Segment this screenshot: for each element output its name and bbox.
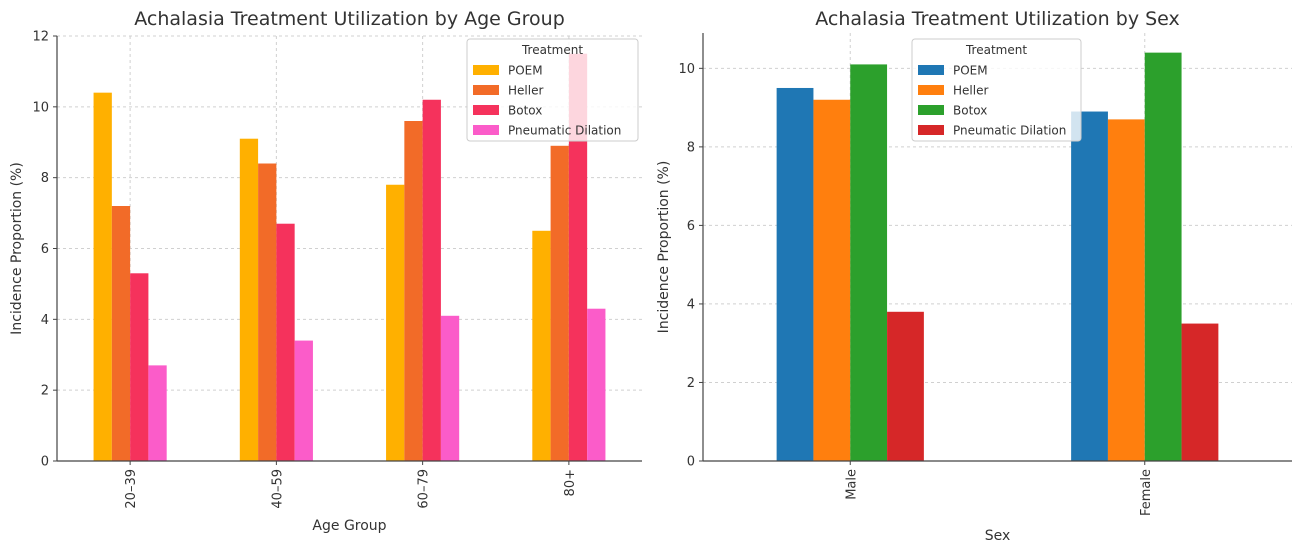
bar-pneumatic-dilation [148,365,167,461]
legend-label: Heller [953,84,988,98]
chart-panel-1: 0 2 4 6 8 10 12 20–39 40–59 60–79 80+ Age Group Inci… [9,8,642,534]
legend-swatch [918,65,944,75]
bar-botox [850,64,888,461]
legend-label: Pneumatic Dilation [508,124,621,138]
y-axis-label: Incidence Proportion (%) [9,162,25,335]
bar-heller [813,99,851,462]
y-tick-label: 2 [687,376,695,391]
legend-swatch [918,105,944,115]
bar-pneumatic-dilation [587,308,606,461]
y-tick-label: 0 [687,455,695,470]
y-tick-label: 4 [41,313,49,328]
legend-swatch [918,85,944,95]
bar-pneumatic-dilation [294,340,313,461]
bar-pneumatic-dilation [1181,323,1219,461]
y-tick-label: 4 [687,297,695,312]
legend-frame [911,38,1082,142]
y-tick-label: 10 [678,62,695,77]
y-tick-label: 8 [41,171,49,186]
legend-swatch [473,65,499,75]
y-axis-label: Incidence Proportion (%) [656,161,672,334]
y-tick-label: 6 [41,242,49,257]
legend-label: Botox [953,104,987,118]
bar-poem [93,92,112,462]
bar-pneumatic-dilation [440,315,460,461]
legend-frame [466,38,639,142]
legend-title: Treatment [521,43,583,57]
bar-botox [276,223,295,461]
y-tick-label: 10 [32,100,49,115]
legend-swatch [473,125,499,135]
legend-swatch [473,105,499,115]
legend-title: Treatment [965,43,1027,57]
bar-botox [130,273,149,461]
x-axis-label: Sex [985,528,1011,544]
x-tick-label: 80+ [563,469,578,496]
bar-poem [239,138,259,462]
bar-poem [532,230,551,461]
bar-poem [386,184,405,461]
legend-label: Heller [508,84,543,98]
chart-title: Achalasia Treatment Utilization by Age G… [134,8,565,30]
legend-label: POEM [953,64,988,78]
x-tick-label: 40–59 [270,469,285,509]
bar-poem [1071,111,1108,462]
x-tick-label: Female [1139,469,1154,516]
y-tick-label: 8 [687,140,695,155]
bar-botox [568,53,588,461]
legend-swatch [473,85,499,95]
x-tick-label: 60–79 [417,469,432,509]
bar-heller [550,145,569,461]
bar-heller [258,163,277,461]
y-tick-label: 6 [687,219,695,234]
bar-heller [111,206,131,461]
legend-swatch [918,125,944,135]
bar-heller [404,121,423,461]
bar-botox [1144,52,1182,461]
legend-label: POEM [508,64,543,78]
chart-title: Achalasia Treatment Utilization by Sex [815,8,1180,30]
bar-heller [1107,119,1145,462]
legend: Treatment POEM Heller Botox Pneumatic Dilati… [466,38,639,142]
bar-pneumatic-dilation [887,311,924,461]
bar-botox [422,99,441,461]
y-tick-label: 2 [41,384,49,399]
x-tick-label: Male [844,469,859,500]
y-tick-label: 12 [32,30,49,45]
chart-panel-2: 0 2 4 6 8 10 Male Female Sex Incidence Proportion… [656,8,1292,544]
legend-label: Botox [508,104,542,118]
legend-label: Pneumatic Dilation [953,124,1066,138]
x-tick-label: 20–39 [124,469,139,509]
bar-poem [776,87,814,462]
x-axis-label: Age Group [312,518,386,534]
legend: Treatment POEM Heller Botox Pneumatic Dilati… [911,38,1082,142]
y-tick-label: 0 [41,455,49,470]
